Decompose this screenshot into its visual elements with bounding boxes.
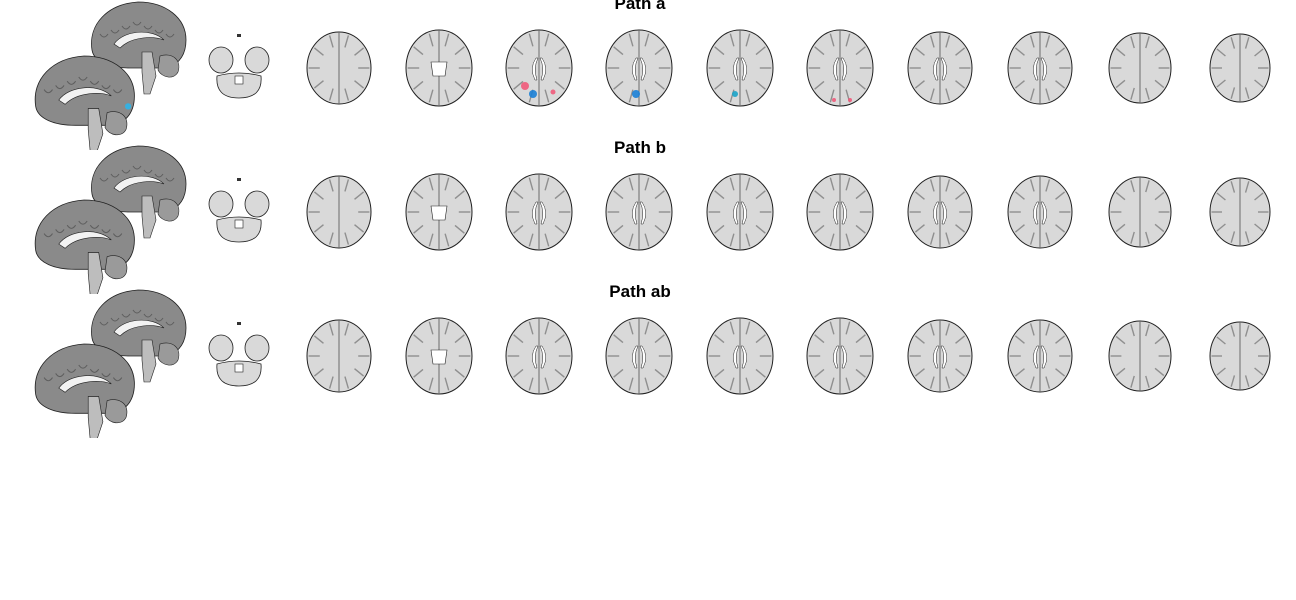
slice-strip-a (34, 1, 1271, 150)
axial-slice-ab-2 (306, 319, 372, 393)
sagittal-top-b (91, 145, 187, 239)
sagittal-top-a (91, 1, 187, 95)
axial-slice-b-6 (706, 173, 774, 251)
axial-slice-a-5 (605, 29, 673, 107)
sagittal-top-a-brainstem (141, 51, 157, 95)
brain-row-ab (0, 288, 1296, 438)
axial-slice-a-1 (208, 34, 270, 99)
sagittal-bottom-a-brainstem (87, 108, 104, 150)
axial-slice-ab-8 (907, 319, 973, 393)
axial-slice-a-7-cluster-1 (848, 98, 852, 102)
sagittal-bottom-ab (34, 343, 135, 438)
axial-slice-ab-7 (806, 317, 874, 395)
sagittal-top-a-callosum (113, 31, 165, 49)
axial-slice-a-9 (1007, 31, 1073, 105)
sagittal-bottom-b (34, 199, 135, 294)
sagittal-top-ab (91, 289, 187, 383)
axial-slice-a-7-cluster-0 (832, 98, 836, 102)
sagittal-top-ab-brainstem (141, 339, 157, 383)
axial-slice-b-7 (806, 173, 874, 251)
axial-slice-ab-9 (1007, 319, 1073, 393)
axial-slice-b-5 (605, 173, 673, 251)
axial-slice-b-11 (1209, 177, 1271, 247)
panel-title-ab: Path ab (609, 282, 671, 301)
axial-slice-a-6 (706, 29, 774, 107)
sagittal-top-ab-cerebellum (157, 342, 180, 366)
sagittal-bottom-b-cerebellum (104, 255, 128, 280)
sagittal-bottom-a (34, 55, 135, 150)
axial-slice-a-4-cluster-2 (550, 89, 556, 95)
panel-title-b: Path b (614, 138, 666, 157)
sagittal-bottom-ab-brainstem (87, 396, 104, 438)
axial-slice-a-6-cluster-0 (732, 91, 738, 97)
axial-slice-a-10 (1108, 32, 1172, 104)
axial-slice-a-4-cluster-0 (521, 82, 529, 90)
axial-slice-ab-6 (706, 317, 774, 395)
axial-slice-b-10 (1108, 176, 1172, 248)
axial-slice-ab-3 (405, 317, 473, 395)
axial-slice-a-4 (505, 29, 573, 107)
axial-slice-a-11 (1209, 33, 1271, 103)
axial-slice-a-5-cluster-0 (632, 90, 640, 98)
sagittal-bottom-a-cluster (124, 103, 132, 110)
axial-slice-b-2 (306, 175, 372, 249)
axial-slice-ab-4 (505, 317, 573, 395)
panel-title-a: Path a (614, 0, 666, 13)
sagittal-top-a-cerebellum (157, 54, 180, 78)
axial-slice-ab-11 (1209, 321, 1271, 391)
sagittal-bottom-a-cerebellum (104, 111, 128, 136)
brain-row-a (0, 0, 1296, 150)
axial-slice-b-9 (1007, 175, 1073, 249)
sagittal-bottom-ab-cerebellum (104, 399, 128, 424)
axial-slice-ab-5 (605, 317, 673, 395)
sagittal-top-ab-callosum (113, 319, 165, 337)
slice-strip-b (34, 145, 1271, 294)
axial-slice-b-1 (208, 178, 270, 243)
axial-slice-b-8 (907, 175, 973, 249)
axial-slice-a-7 (806, 29, 874, 107)
brain-row-b (0, 144, 1296, 294)
sagittal-bottom-ab-callosum (58, 375, 112, 393)
axial-slice-a-4-cluster-1 (529, 90, 537, 98)
sagittal-bottom-a-callosum (58, 87, 112, 105)
axial-slice-ab-1 (208, 322, 270, 387)
sagittal-top-b-cerebellum (157, 198, 180, 222)
axial-slice-b-4 (505, 173, 573, 251)
sagittal-top-b-callosum (113, 175, 165, 193)
axial-slice-a-2 (306, 31, 372, 105)
axial-slice-a-3 (405, 29, 473, 107)
axial-slice-ab-10 (1108, 320, 1172, 392)
slice-strip-ab (34, 289, 1271, 438)
sagittal-bottom-b-brainstem (87, 252, 104, 294)
sagittal-bottom-b-callosum (58, 231, 112, 249)
axial-slice-b-3 (405, 173, 473, 251)
axial-slice-a-8 (907, 31, 973, 105)
sagittal-top-b-brainstem (141, 195, 157, 239)
